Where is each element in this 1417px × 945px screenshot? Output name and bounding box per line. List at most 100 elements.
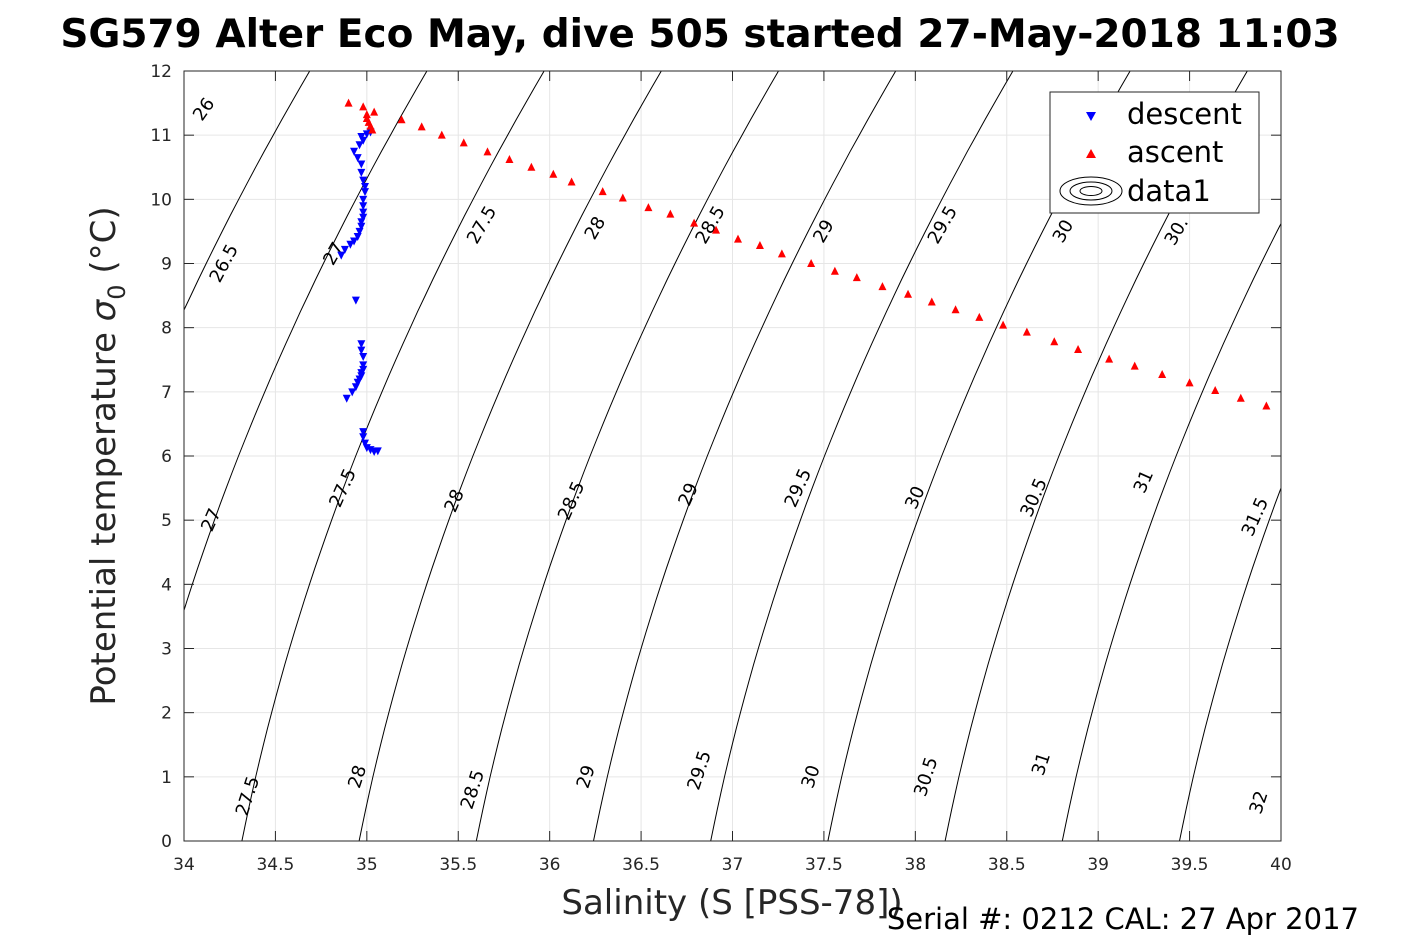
density-contour-line	[1408, 39, 1417, 873]
ascent-point	[344, 98, 353, 107]
descent-point	[357, 222, 366, 231]
ascent-point	[830, 266, 839, 275]
ascent-point	[807, 259, 816, 267]
descent-point	[359, 361, 368, 370]
descent-point	[359, 202, 368, 211]
x-tick-label: 36.5	[622, 855, 660, 875]
descent-point	[361, 183, 370, 191]
ascent-point	[690, 218, 699, 227]
ascent-point	[1074, 344, 1083, 353]
ascent-point	[644, 203, 653, 212]
descent-point	[357, 346, 366, 355]
axis-ticks: 34 34.5 35 35.5 36 36.5 37 37.5 38 38.5 39 39.5 4001…	[150, 62, 1291, 875]
y-tick-label: 4	[161, 575, 172, 595]
descent-point	[348, 388, 357, 397]
descent-point	[359, 195, 368, 204]
ascent-point	[1130, 361, 1139, 370]
descent-point	[359, 428, 368, 437]
ascent-point	[755, 241, 764, 250]
ascent-point	[505, 155, 514, 164]
x-axis-label: Salinity (S [PSS-78])	[561, 883, 902, 923]
density-contour-line	[592, 71, 897, 841]
y-tick-label: 1	[161, 768, 172, 788]
y-axis-label-sigma: σ	[84, 298, 124, 321]
ascent-point	[777, 249, 786, 258]
x-tick-label: 40	[1270, 855, 1292, 875]
legend-data1-label: data1	[1127, 174, 1211, 208]
descent-point	[346, 240, 355, 249]
ascent-point	[483, 147, 492, 156]
density-contour-line	[358, 71, 662, 841]
ascent-point	[1022, 327, 1031, 336]
series-descent	[337, 128, 382, 457]
descent-point	[361, 188, 370, 197]
ascent-point	[370, 107, 379, 116]
descent-point	[350, 237, 359, 246]
legend[interactable]: descent ascent data1	[1049, 91, 1260, 214]
descent-point	[357, 132, 366, 141]
ascent-point	[359, 102, 368, 111]
descent-point	[359, 365, 368, 374]
legend-descent-marker	[1086, 112, 1096, 121]
y-tick-label: 0	[161, 832, 172, 852]
ascent-point	[598, 187, 607, 196]
ascent-point	[712, 225, 721, 234]
ascent-point	[1158, 370, 1167, 379]
ascent-point	[852, 273, 861, 282]
chart-title: SG579 Alter Eco May, dive 505 started 27…	[60, 12, 1339, 57]
grid	[184, 71, 1281, 841]
ascent-point	[527, 162, 536, 171]
x-tick-label: 39	[1087, 855, 1109, 875]
y-tick-label: 6	[161, 447, 172, 467]
descent-point	[359, 353, 368, 362]
legend-ascent-label: ascent	[1127, 135, 1223, 169]
y-tick-label: 11	[150, 126, 172, 146]
density-contour-line	[1178, 486, 1281, 841]
descent-point	[361, 439, 370, 448]
x-tick-label: 35	[356, 855, 378, 875]
descent-point	[359, 176, 368, 185]
ascent-point	[618, 193, 627, 202]
ascent-point	[975, 312, 984, 321]
x-tick-label: 38	[905, 855, 927, 875]
density-contour-line	[475, 71, 780, 841]
ascent-point	[878, 282, 887, 291]
ascent-point	[927, 297, 936, 306]
ascent-point	[368, 125, 377, 134]
descent-point	[355, 141, 364, 150]
ascent-point	[666, 209, 675, 218]
legend-descent-label: descent	[1127, 97, 1242, 131]
ascent-point	[733, 234, 742, 243]
ascent-point	[549, 169, 558, 178]
ascent-point	[999, 320, 1008, 329]
x-tick-label: 35.5	[439, 855, 477, 875]
descent-point	[337, 251, 346, 260]
legend-ascent-marker	[1086, 149, 1096, 158]
density-contour-line	[184, 71, 311, 312]
y-tick-label: 10	[150, 190, 172, 210]
ascent-point	[417, 122, 426, 131]
descent-point	[342, 394, 351, 403]
series-ascent	[344, 98, 1271, 410]
ascent-point	[1236, 393, 1245, 402]
x-tick-label: 37	[722, 855, 744, 875]
legend-data1-contour-icon	[1059, 176, 1123, 206]
serial-cal-footer: Serial #: 0212 CAL: 27 Apr 2017	[887, 902, 1359, 936]
descent-point	[357, 160, 366, 169]
descent-point	[359, 208, 368, 217]
x-tick-label: 36	[539, 855, 561, 875]
ascent-point	[1262, 401, 1271, 410]
ascent-point	[459, 138, 468, 147]
y-tick-label: 5	[161, 511, 172, 531]
descent-point	[357, 168, 366, 177]
density-contour-line	[1291, 39, 1417, 873]
descent-point	[353, 154, 362, 163]
descent-point	[357, 340, 366, 349]
density-contour-line	[241, 71, 545, 841]
x-tick-label: 38.5	[988, 855, 1026, 875]
y-tick-label: 3	[161, 640, 172, 660]
density-contour-line	[710, 71, 1014, 841]
ascent-point	[904, 289, 913, 298]
y-axis-label-subscript: 0	[103, 284, 131, 299]
